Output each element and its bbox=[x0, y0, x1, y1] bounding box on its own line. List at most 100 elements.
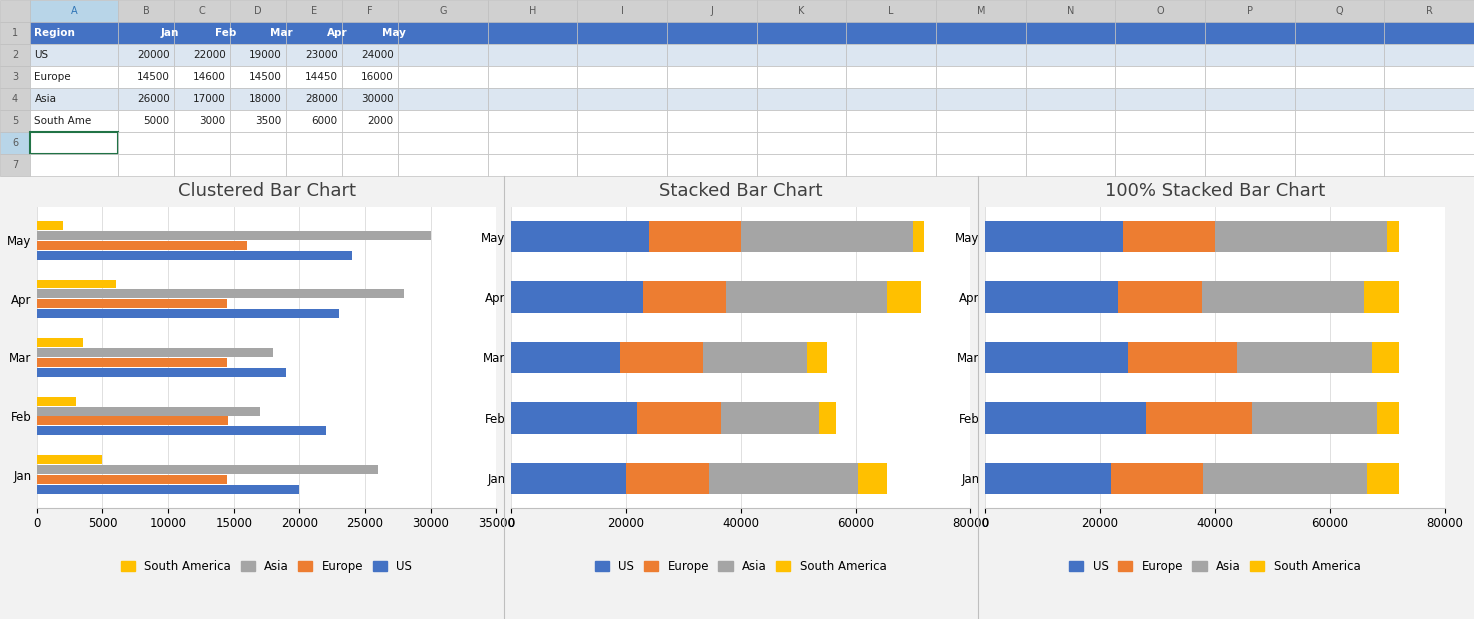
Bar bbox=[1116, 132, 1206, 154]
Text: 18000: 18000 bbox=[249, 94, 282, 104]
Bar bbox=[818, 402, 836, 433]
Bar bbox=[578, 0, 668, 22]
Bar bbox=[488, 22, 578, 44]
Text: 14450: 14450 bbox=[305, 72, 338, 82]
Bar bbox=[286, 0, 342, 22]
Bar bbox=[118, 132, 174, 154]
Bar bbox=[668, 44, 756, 66]
Bar bbox=[1206, 0, 1294, 22]
Bar bbox=[37, 407, 259, 415]
Bar bbox=[1206, 110, 1294, 132]
Bar bbox=[1026, 110, 1116, 132]
Bar bbox=[37, 290, 404, 298]
Bar bbox=[1116, 154, 1206, 176]
Bar bbox=[806, 342, 827, 373]
Bar bbox=[29, 22, 118, 44]
Text: Apr: Apr bbox=[327, 28, 348, 38]
Text: 22000: 22000 bbox=[193, 50, 226, 60]
Text: 6: 6 bbox=[12, 138, 18, 149]
Bar bbox=[668, 132, 756, 154]
Text: 5: 5 bbox=[12, 116, 18, 126]
Bar bbox=[756, 0, 846, 22]
Title: Stacked Bar Chart: Stacked Bar Chart bbox=[659, 182, 822, 201]
Bar bbox=[756, 110, 846, 132]
Legend: South America, Asia, Europe, US: South America, Asia, Europe, US bbox=[116, 555, 417, 578]
Bar bbox=[936, 132, 1026, 154]
Bar bbox=[0, 132, 29, 154]
Bar bbox=[1384, 44, 1474, 66]
Text: 7: 7 bbox=[12, 160, 18, 170]
Text: 17000: 17000 bbox=[193, 94, 226, 104]
Text: 2: 2 bbox=[12, 50, 18, 60]
Text: 16000: 16000 bbox=[361, 72, 394, 82]
Text: 1: 1 bbox=[12, 28, 18, 38]
Bar bbox=[985, 462, 1111, 494]
Text: 19000: 19000 bbox=[249, 50, 282, 60]
Text: US: US bbox=[34, 50, 49, 60]
Bar bbox=[0, 154, 29, 176]
Bar bbox=[230, 132, 286, 154]
Bar bbox=[398, 0, 488, 22]
Bar bbox=[286, 110, 342, 132]
Bar bbox=[1128, 342, 1237, 373]
Bar bbox=[985, 402, 1145, 433]
Bar bbox=[511, 342, 621, 373]
Bar bbox=[936, 44, 1026, 66]
Legend: US, Europe, Asia, South America: US, Europe, Asia, South America bbox=[590, 555, 892, 578]
Bar bbox=[174, 154, 230, 176]
Bar bbox=[37, 251, 352, 260]
Bar bbox=[0, 0, 29, 22]
Bar bbox=[342, 154, 398, 176]
Bar bbox=[511, 282, 643, 313]
Bar bbox=[1384, 110, 1474, 132]
Bar bbox=[174, 132, 230, 154]
Bar bbox=[1294, 132, 1384, 154]
Text: I: I bbox=[621, 6, 624, 16]
Text: 6000: 6000 bbox=[311, 116, 338, 126]
Bar bbox=[29, 44, 118, 66]
Bar bbox=[118, 110, 174, 132]
Bar bbox=[578, 44, 668, 66]
Bar bbox=[936, 154, 1026, 176]
Bar bbox=[1384, 22, 1474, 44]
Bar bbox=[174, 44, 230, 66]
Bar bbox=[29, 110, 118, 132]
Bar bbox=[488, 110, 578, 132]
Bar bbox=[668, 88, 756, 110]
Text: 2000: 2000 bbox=[367, 116, 394, 126]
Text: 20000: 20000 bbox=[137, 50, 170, 60]
Bar bbox=[846, 88, 936, 110]
Bar bbox=[29, 88, 118, 110]
Bar bbox=[230, 44, 286, 66]
Bar bbox=[398, 66, 488, 88]
Bar bbox=[621, 342, 703, 373]
Bar bbox=[740, 221, 912, 253]
Bar bbox=[1116, 66, 1206, 88]
Bar bbox=[1384, 66, 1474, 88]
Text: 14500: 14500 bbox=[137, 72, 170, 82]
Bar bbox=[887, 282, 921, 313]
Bar bbox=[1387, 221, 1399, 253]
Text: A: A bbox=[71, 6, 77, 16]
Bar bbox=[1119, 282, 1201, 313]
Bar bbox=[342, 88, 398, 110]
Text: H: H bbox=[529, 6, 537, 16]
Bar bbox=[37, 231, 430, 240]
Bar bbox=[626, 462, 709, 494]
Bar bbox=[342, 22, 398, 44]
Bar bbox=[756, 88, 846, 110]
Bar bbox=[756, 44, 846, 66]
Bar bbox=[286, 66, 342, 88]
Bar bbox=[985, 282, 1119, 313]
Bar bbox=[1203, 462, 1366, 494]
Bar bbox=[1123, 221, 1215, 253]
Bar bbox=[37, 485, 299, 494]
Bar bbox=[118, 66, 174, 88]
Bar bbox=[488, 66, 578, 88]
Title: 100% Stacked Bar Chart: 100% Stacked Bar Chart bbox=[1104, 182, 1325, 201]
Bar bbox=[342, 110, 398, 132]
Bar bbox=[578, 154, 668, 176]
Bar bbox=[0, 110, 29, 132]
Bar bbox=[118, 0, 174, 22]
Bar bbox=[398, 22, 488, 44]
